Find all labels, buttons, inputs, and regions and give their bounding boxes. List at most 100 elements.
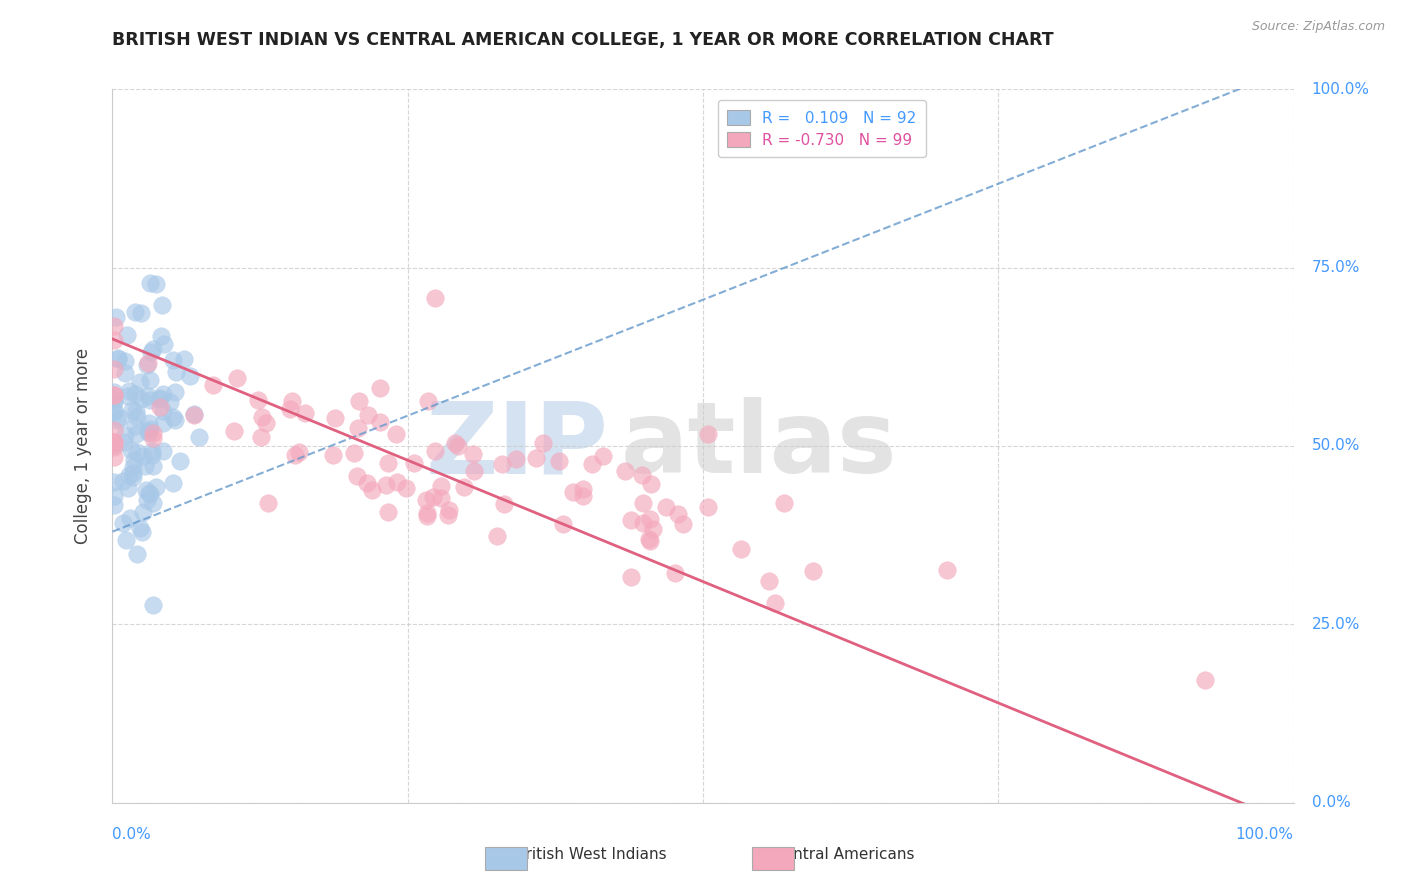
Point <box>129 375 152 389</box>
Point <box>163 413 186 427</box>
Point <box>773 496 796 510</box>
Point <box>115 533 138 548</box>
Point <box>416 394 439 409</box>
Point <box>103 423 125 437</box>
Point <box>664 566 686 581</box>
Y-axis label: College, 1 year or more: College, 1 year or more <box>73 348 91 544</box>
Point <box>165 385 187 400</box>
Point <box>152 416 174 430</box>
Point <box>120 443 142 458</box>
Point <box>801 564 824 578</box>
Point <box>183 408 205 422</box>
Point <box>103 334 125 348</box>
Point <box>152 404 174 418</box>
Point <box>187 430 209 444</box>
Point <box>280 393 302 408</box>
Point <box>141 444 163 458</box>
Point <box>666 507 689 521</box>
Point <box>415 509 437 524</box>
Point <box>357 408 380 422</box>
Point <box>447 439 470 453</box>
Point <box>672 517 695 532</box>
Point <box>730 541 752 556</box>
Point <box>103 385 125 400</box>
Point <box>404 456 426 470</box>
Point <box>142 598 165 612</box>
Point <box>162 409 184 424</box>
Text: 100.0%: 100.0% <box>1312 82 1369 96</box>
Point <box>107 352 129 367</box>
Point <box>620 570 643 584</box>
Point <box>278 401 301 416</box>
Point <box>124 453 146 467</box>
Point <box>150 298 173 312</box>
Point <box>103 435 125 450</box>
Point <box>103 388 125 402</box>
Point <box>246 393 269 408</box>
Point <box>377 456 399 470</box>
Point <box>103 440 125 454</box>
Point <box>103 403 125 417</box>
Point <box>124 418 146 433</box>
Point <box>103 387 125 401</box>
Point <box>142 342 165 356</box>
Point <box>103 392 125 407</box>
Point <box>494 497 516 511</box>
Point <box>117 327 139 342</box>
Point <box>129 392 152 406</box>
Point <box>103 475 125 489</box>
Point <box>936 564 959 578</box>
Text: 100.0%: 100.0% <box>1236 827 1294 841</box>
Point <box>103 319 125 334</box>
Text: British West Indians: British West Indians <box>515 847 666 862</box>
Point <box>322 448 344 462</box>
Point <box>505 452 527 467</box>
Point <box>571 489 593 503</box>
Text: 0.0%: 0.0% <box>112 827 152 841</box>
Point <box>141 449 163 463</box>
Point <box>131 525 153 540</box>
Point <box>138 487 160 501</box>
Point <box>179 369 201 384</box>
Point <box>423 291 446 305</box>
Point <box>134 458 156 473</box>
Point <box>162 352 184 367</box>
Text: Source: ZipAtlas.com: Source: ZipAtlas.com <box>1251 20 1385 33</box>
Point <box>257 495 280 509</box>
Point <box>107 351 129 366</box>
Point <box>103 499 125 513</box>
Point <box>422 490 444 504</box>
Point <box>437 508 460 522</box>
Point <box>138 416 160 430</box>
Point <box>129 306 152 320</box>
Point <box>250 430 273 444</box>
Point <box>423 443 446 458</box>
Text: 75.0%: 75.0% <box>1312 260 1360 275</box>
Point <box>631 516 654 531</box>
Point <box>323 411 346 425</box>
Point <box>104 310 127 324</box>
Point <box>633 496 655 510</box>
Point <box>491 458 513 472</box>
Point <box>384 427 406 442</box>
Point <box>135 483 157 497</box>
Point <box>128 521 150 535</box>
Point <box>288 445 311 459</box>
Point <box>136 492 159 507</box>
Point <box>125 444 148 458</box>
Point <box>346 421 368 435</box>
Point <box>620 512 643 526</box>
Point <box>138 486 160 500</box>
Point <box>524 450 547 465</box>
Point <box>105 412 128 426</box>
Point <box>118 468 141 483</box>
Point <box>547 454 569 468</box>
Point <box>121 403 143 417</box>
Point <box>581 457 603 471</box>
Point <box>112 516 135 530</box>
Point <box>697 500 720 514</box>
Point <box>252 409 274 424</box>
Point <box>112 434 135 449</box>
Point <box>103 361 125 376</box>
Point <box>125 410 148 425</box>
